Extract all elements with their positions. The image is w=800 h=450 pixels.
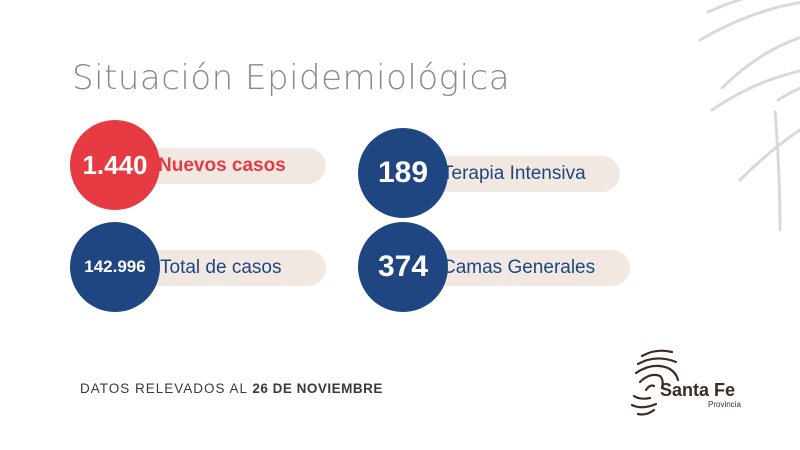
stat-circle: 142.996 [70,222,160,312]
footer-date: 26 DE NOVIEMBRE [252,381,383,396]
stat-circle: 189 [358,128,448,218]
stat-value: 189 [377,156,429,189]
stat-value: 1.440 [82,149,148,180]
stat-camas-generales: 374 Camas Generales [358,222,634,314]
stat-circle: 1.440 [70,120,160,210]
logo-name: Santa Fe [660,380,736,400]
stat-total-casos: 142.996 Total de casos [70,222,330,314]
stat-label: Terapia Intensiva [442,163,586,184]
stat-value: 142.996 [84,257,146,276]
stat-terapia-intensiva: 189 Terapia Intensiva [358,128,628,220]
logo-subtitle: Provincia [708,400,741,409]
stat-nuevos-casos: 1.440 Nuevos casos [70,120,330,212]
data-date-note: DATOS RELEVADOS AL 26 DE NOVIEMBRE [80,381,383,396]
page-title: Situación Epidemiológica [72,58,511,98]
stat-circle: 374 [358,222,448,312]
footer-prefix: DATOS RELEVADOS AL [80,381,248,396]
stat-label: Nuevos casos [158,155,286,176]
stat-value: 374 [377,250,429,283]
stat-label: Total de casos [160,257,282,278]
stat-label: Camas Generales [442,257,596,278]
